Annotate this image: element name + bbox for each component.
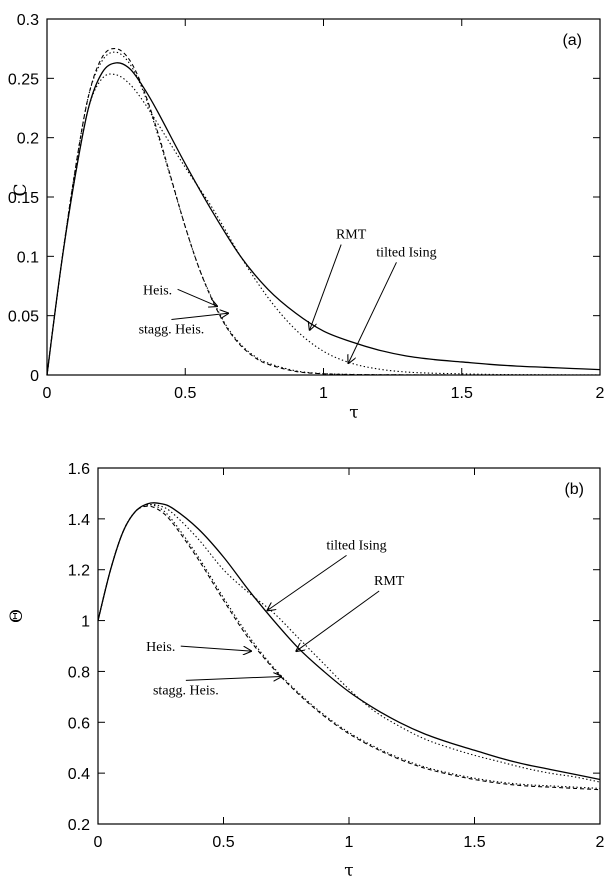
panel-b-x-tick-label: 1.5 (463, 834, 485, 851)
panel-a-series-rmt-line (46, 62, 601, 376)
panel-a-annotation-arrow-heis (177, 288, 217, 306)
panel-a-y-tick-label: 0 (30, 368, 39, 385)
panel-a-chart: C τ (a) 0 0.5 1 1.5 2 0 0.05 0.1 0.15 0.2 0.25 0.3 R… (8, 12, 605, 423)
panel-b-y-tick-label: 1.6 (68, 461, 90, 478)
panel-a-annotation-rmt: RMT (336, 228, 367, 243)
panel-b-annotation-tilted-ising: tilted Ising (326, 538, 386, 553)
panel-a-y-tick-label: 0.3 (17, 12, 39, 29)
panel-a-plot-frame (46, 18, 601, 376)
panel-b-y-tick-label: 0.2 (68, 817, 90, 834)
panel-b-x-tick-label: 2 (596, 834, 605, 851)
panel-b-x-axis-label: τ (344, 861, 353, 880)
panel-b-annotation-heis: Heis. (146, 640, 175, 655)
panel-a-annotation-arrow-stagg-heis (171, 313, 228, 320)
panel-b-y-tick-label: 1.2 (68, 563, 90, 580)
panel-a-annotation-heis: Heis. (143, 283, 172, 298)
panel-a-series-heis-line (46, 47, 601, 376)
panel-a-annotation-arrow-rmt (310, 244, 342, 330)
panel-b-y-tick-label: 0.8 (68, 664, 90, 681)
panel-b-label: (b) (564, 481, 584, 498)
panel-a-y-axis-label: C (11, 183, 31, 196)
panel-a-label: (a) (562, 32, 582, 49)
panel-a-annotation-arrow-tilted-ising (348, 262, 397, 363)
panel-a-x-tick-label: 0 (43, 385, 52, 402)
panel-a-y-tick-label: 0.15 (8, 190, 39, 207)
panel-b-series-heis-line (97, 505, 601, 791)
panel-b-series-stagg-heis-line (97, 504, 601, 789)
panel-a-x-tick-label: 1.5 (451, 385, 473, 402)
panel-b-x-tick-label: 0.5 (212, 834, 234, 851)
panel-a-x-axis-label: τ (349, 403, 358, 423)
panel-a-x-tick-label: 1 (319, 385, 328, 402)
panel-a-series-tilted-ising-line (46, 73, 601, 376)
panel-a-annotation-stagg-heis: stagg. Heis. (139, 322, 205, 337)
panel-a-y-tick-label: 0.25 (8, 71, 39, 88)
panel-b-annotation-stagg-heis: stagg. Heis. (153, 683, 219, 698)
panel-b-x-tick-label: 0 (94, 834, 103, 851)
panel-b-y-tick-label: 0.4 (68, 766, 90, 783)
panel-b-series-rmt-line (97, 502, 601, 781)
panel-b-y-tick-label: 1.4 (68, 512, 90, 529)
panel-a-series-stagg-heis-line (46, 51, 601, 376)
panel-b-annotation-arrow-stagg-heis (185, 677, 281, 681)
panel-b-annotation-rmt: RMT (374, 574, 405, 589)
panel-b-annotation-arrow-heis (180, 645, 251, 651)
panel-a-y-tick-label: 0.2 (17, 131, 39, 148)
panel-b-y-tick-label: 0.6 (68, 715, 90, 732)
panel-a-annotation-tilted-ising: tilted Ising (376, 245, 436, 260)
panel-a-x-tick-label: 2 (596, 385, 605, 402)
panel-b-chart: Θ τ (b) 0 0.5 1 1.5 2 0.2 0.4 0.6 0.8 1 1.2 1.4 1.6 t… (7, 461, 605, 880)
panel-a-x-tick-label: 0.5 (174, 385, 196, 402)
panel-a-y-tick-label: 0.05 (8, 309, 39, 326)
panel-b-y-tick-label: 1 (81, 614, 90, 631)
panel-b-x-tick-label: 1 (345, 834, 354, 851)
panel-b-y-axis-label: Θ (7, 609, 27, 623)
panel-b-annotation-arrow-tilted-ising (267, 554, 347, 610)
panel-b-annotation-arrow-rmt (296, 590, 380, 651)
panel-a-y-tick-label: 0.1 (17, 249, 39, 266)
